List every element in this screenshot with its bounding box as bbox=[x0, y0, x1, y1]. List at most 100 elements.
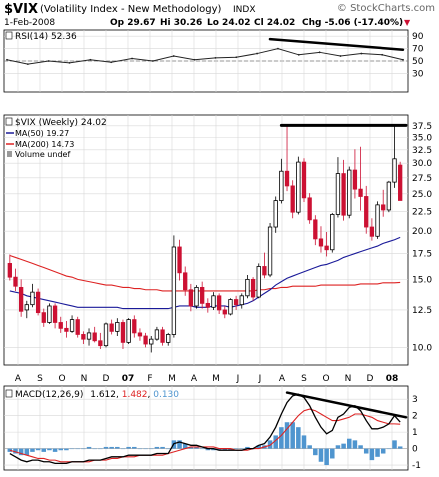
symbol-title: $VIX bbox=[4, 2, 38, 17]
histogram-bar bbox=[239, 448, 245, 450]
candle-body-up bbox=[330, 214, 335, 251]
histogram-bar bbox=[132, 446, 137, 449]
candle-body-up bbox=[239, 295, 244, 306]
histogram-bar bbox=[363, 448, 369, 454]
histogram-bar bbox=[279, 427, 284, 449]
index-name: (Volatility Index - New Methodology) bbox=[40, 4, 222, 15]
x-tick-label: D bbox=[367, 374, 374, 384]
candle bbox=[81, 331, 86, 345]
close-value: Cl 24.02 bbox=[254, 18, 295, 28]
x-tick-label: J bbox=[236, 374, 240, 384]
candle bbox=[284, 125, 290, 192]
candle-body-up bbox=[115, 322, 120, 332]
candle-body-down bbox=[13, 276, 18, 287]
rsi-point bbox=[6, 58, 8, 61]
candle bbox=[200, 281, 205, 309]
candle-body-down bbox=[233, 299, 239, 306]
rsi-point bbox=[89, 58, 92, 61]
candle-body-down bbox=[290, 185, 295, 213]
macd-title: MACD(12,26,9) bbox=[15, 390, 83, 400]
candle-body-up bbox=[375, 204, 380, 237]
rsi-point bbox=[277, 47, 279, 50]
down-arrow-icon: ▼ bbox=[404, 18, 411, 27]
histogram-bar bbox=[318, 448, 324, 462]
candle bbox=[352, 149, 358, 199]
candle bbox=[98, 332, 103, 350]
candle bbox=[109, 319, 114, 335]
rsi-point bbox=[193, 58, 196, 61]
rsi-point bbox=[235, 56, 238, 59]
price-tick-label: 27.5 bbox=[412, 174, 432, 184]
histogram-bar bbox=[47, 448, 52, 451]
histogram-bar bbox=[313, 448, 318, 456]
candle-body-down bbox=[132, 319, 137, 334]
histogram-bar bbox=[177, 440, 182, 449]
candle-body-down bbox=[381, 204, 386, 211]
candle-body-down bbox=[137, 332, 143, 337]
ma50-layer bbox=[9, 236, 401, 310]
rsi-line bbox=[6, 48, 404, 65]
candle-body-up bbox=[228, 299, 233, 315]
x-tick-label: J bbox=[258, 374, 262, 384]
candle-body-up bbox=[267, 226, 273, 276]
candle bbox=[13, 268, 18, 291]
candle-body-down bbox=[364, 196, 369, 228]
histogram-bar bbox=[98, 448, 103, 450]
candle-body-down bbox=[250, 278, 256, 298]
rsi-point bbox=[151, 60, 154, 62]
histogram-bar bbox=[41, 448, 47, 452]
rsi-grid bbox=[4, 30, 408, 92]
high-value: Hi 30.26 bbox=[160, 18, 202, 28]
candle bbox=[211, 292, 216, 310]
histogram-bar bbox=[64, 448, 69, 451]
candle bbox=[279, 158, 284, 204]
price-tick-label: 37.5 bbox=[412, 122, 432, 132]
candle-body-up bbox=[335, 173, 341, 215]
candle bbox=[335, 157, 341, 218]
candle-body-down bbox=[358, 188, 363, 197]
histogram-bar bbox=[92, 448, 97, 450]
candle-body-down bbox=[64, 327, 69, 332]
candle bbox=[41, 308, 46, 327]
candle bbox=[392, 125, 397, 188]
price-tick-label: 15.0 bbox=[412, 275, 432, 285]
x-tick-label: 07 bbox=[122, 374, 135, 384]
histogram-bar bbox=[103, 446, 109, 449]
candle-body-down bbox=[313, 219, 318, 240]
candle-body-up bbox=[256, 266, 261, 298]
candle-body-down bbox=[18, 286, 24, 312]
macd-legend: MACD(12,26,9) 1.612, 1.482, 0.130 bbox=[15, 390, 179, 400]
rsi-point bbox=[256, 52, 259, 55]
candle-body-up bbox=[126, 319, 131, 343]
price-tick-label: 35.0 bbox=[412, 133, 432, 143]
candle bbox=[369, 218, 375, 241]
rsi-point bbox=[68, 61, 71, 64]
histogram-bar bbox=[13, 448, 18, 454]
candle bbox=[358, 146, 363, 211]
histogram-bar bbox=[324, 448, 329, 466]
candle bbox=[307, 193, 312, 224]
candle bbox=[313, 215, 318, 246]
histogram-bar bbox=[30, 448, 35, 452]
macd-histogram bbox=[7, 422, 403, 466]
candle bbox=[386, 180, 392, 213]
histogram-bar bbox=[352, 440, 358, 449]
ma50-line bbox=[9, 236, 401, 310]
x-tick-label: O bbox=[58, 374, 65, 384]
candle-body-down bbox=[352, 169, 358, 190]
candle bbox=[194, 285, 199, 309]
rsi-tick-label: 90 bbox=[412, 32, 424, 42]
candle-body-up bbox=[245, 278, 250, 297]
candle bbox=[375, 201, 380, 239]
rsi-label: RSI(14) 52.36 bbox=[15, 32, 77, 42]
candle-body-up bbox=[24, 304, 29, 311]
candle bbox=[126, 318, 131, 345]
candle bbox=[324, 232, 329, 257]
candle-body-down bbox=[222, 309, 227, 315]
candle bbox=[273, 196, 278, 233]
histogram-bar bbox=[222, 448, 228, 451]
histogram-bar bbox=[233, 448, 239, 450]
histogram-bar bbox=[137, 448, 143, 450]
histogram-bar bbox=[194, 446, 199, 449]
